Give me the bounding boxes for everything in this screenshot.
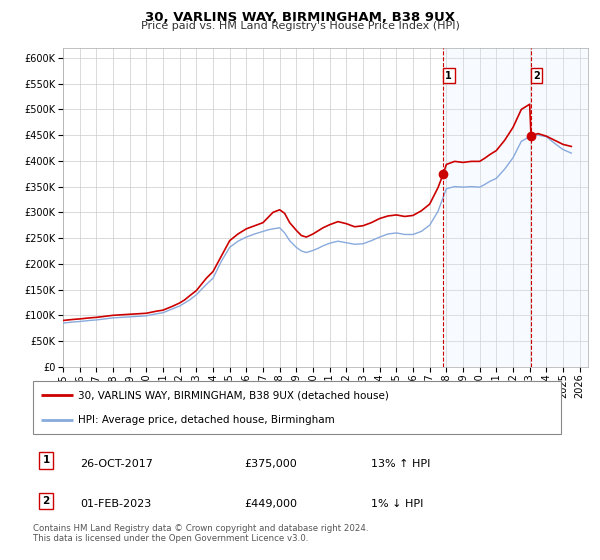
Text: This data is licensed under the Open Government Licence v3.0.: This data is licensed under the Open Gov… [33, 534, 308, 543]
Text: 2: 2 [43, 496, 50, 506]
Text: 2: 2 [533, 71, 540, 81]
Text: 30, VARLINS WAY, BIRMINGHAM, B38 9UX: 30, VARLINS WAY, BIRMINGHAM, B38 9UX [145, 11, 455, 24]
Text: 13% ↑ HPI: 13% ↑ HPI [371, 459, 430, 469]
Text: 26-OCT-2017: 26-OCT-2017 [80, 459, 154, 469]
Bar [443, 48, 588, 367]
Text: 1% ↓ HPI: 1% ↓ HPI [371, 500, 423, 509]
Text: 30, VARLINS WAY, BIRMINGHAM, B38 9UX (detached house): 30, VARLINS WAY, BIRMINGHAM, B38 9UX (de… [78, 390, 389, 400]
Text: 01-FEB-2023: 01-FEB-2023 [80, 500, 152, 509]
Text: 1: 1 [445, 71, 452, 81]
FancyBboxPatch shape [33, 381, 561, 434]
Text: Price paid vs. HM Land Registry's House Price Index (HPI): Price paid vs. HM Land Registry's House … [140, 21, 460, 31]
Text: £449,000: £449,000 [244, 500, 297, 509]
Text: 1: 1 [43, 455, 50, 465]
Text: Contains HM Land Registry data © Crown copyright and database right 2024.: Contains HM Land Registry data © Crown c… [33, 524, 368, 533]
Text: £375,000: £375,000 [244, 459, 297, 469]
Text: HPI: Average price, detached house, Birmingham: HPI: Average price, detached house, Birm… [78, 414, 335, 424]
